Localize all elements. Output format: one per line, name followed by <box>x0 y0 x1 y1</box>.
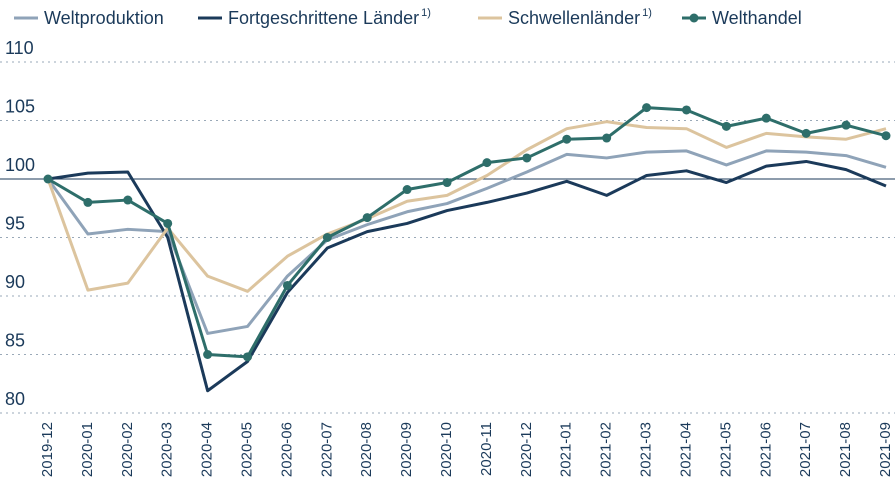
legend-item: Fortgeschrittene Länder 1) <box>198 7 431 28</box>
x-tick-label: 2020-12 <box>518 422 535 477</box>
series-line <box>46 120 887 293</box>
legend-item: Weltproduktion <box>14 8 164 28</box>
x-tick-label: 2020-04 <box>199 422 216 477</box>
series-marker <box>83 197 93 207</box>
x-tick-label: 2020-05 <box>238 422 255 477</box>
series-marker <box>642 103 652 113</box>
series-marker <box>761 113 771 123</box>
x-tick-label: 2021-09 <box>877 422 894 477</box>
legend-item: Schwellenländer 1) <box>478 7 652 28</box>
legend-label: Fortgeschrittene Länder 1) <box>228 7 431 28</box>
x-tick-label: 2020-08 <box>358 422 375 477</box>
series-marker <box>721 121 731 131</box>
series-marker <box>681 105 691 115</box>
y-tick-label: 80 <box>5 389 25 409</box>
legend-name: Fortgeschrittene Länder <box>228 8 419 28</box>
x-tick-label: 2021-03 <box>638 422 655 477</box>
x-tick-label: 2020-07 <box>318 422 335 477</box>
series-marker <box>402 185 412 195</box>
x-tick-label: 2019-12 <box>39 422 56 477</box>
series-marker <box>243 352 253 362</box>
legend-name: Weltproduktion <box>44 8 164 28</box>
series-marker <box>362 213 372 223</box>
y-tick-label: 100 <box>5 155 35 175</box>
x-tick-label: 2021-07 <box>797 422 814 477</box>
series-marker <box>203 350 213 359</box>
y-tick-label: 90 <box>5 272 25 292</box>
x-tick-label: 2021-06 <box>757 422 774 477</box>
x-tick-label: 2020-09 <box>398 422 415 477</box>
legend-label: Schwellenländer 1) <box>508 7 652 28</box>
y-tick-label: 110 <box>5 38 34 58</box>
series-marker <box>163 218 173 228</box>
series-marker <box>123 195 133 205</box>
legend-name: Schwellenländer <box>508 8 640 28</box>
legend-label: Weltproduktion <box>44 8 164 28</box>
series-marker <box>801 128 811 138</box>
x-tick-label: 2021-08 <box>837 422 854 477</box>
series-marker <box>442 178 452 188</box>
x-tick-label: 2021-05 <box>717 422 734 477</box>
x-tick-label: 2020-01 <box>79 422 96 477</box>
series-marker <box>602 133 612 143</box>
x-tick-label: 2021-01 <box>558 422 575 477</box>
series-marker <box>482 158 492 168</box>
x-tick-label: 2020-02 <box>119 422 136 477</box>
series-line <box>46 149 887 335</box>
x-tick-label: 2021-04 <box>677 422 694 477</box>
legend-label: Welthandel <box>712 8 802 28</box>
series-marker <box>881 131 891 141</box>
x-tick-label: 2020-10 <box>438 422 455 477</box>
x-tick-label: 2021-02 <box>598 422 615 477</box>
y-tick-label: 95 <box>5 214 25 234</box>
legend-item: Welthandel <box>682 8 802 28</box>
x-tick-label: 2020-11 <box>478 422 495 476</box>
series-marker <box>562 134 572 144</box>
series-marker <box>841 120 851 130</box>
y-tick-label: 85 <box>5 331 25 351</box>
series-marker <box>282 280 292 290</box>
legend-marker <box>689 13 699 23</box>
series-marker <box>43 174 53 184</box>
series-marker <box>522 153 532 163</box>
series-line <box>47 106 887 359</box>
series-line <box>47 159 887 393</box>
series-marker <box>322 233 332 242</box>
x-tick-label: 2020-06 <box>278 422 295 477</box>
x-tick-label: 2020-03 <box>159 422 176 477</box>
legend-note: 1) <box>642 7 652 19</box>
legend-note: 1) <box>421 7 431 19</box>
legend-name: Welthandel <box>712 8 802 28</box>
y-tick-label: 105 <box>5 97 35 117</box>
